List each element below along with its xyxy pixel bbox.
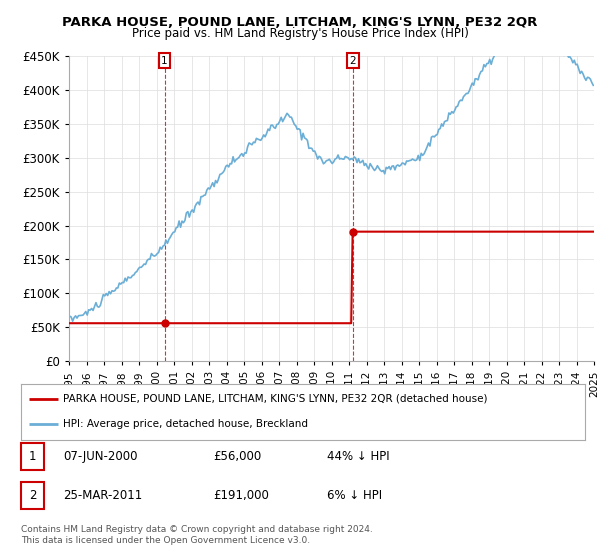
Text: 1: 1 — [29, 450, 36, 463]
Text: £191,000: £191,000 — [213, 489, 269, 502]
Text: Contains HM Land Registry data © Crown copyright and database right 2024.
This d: Contains HM Land Registry data © Crown c… — [21, 525, 373, 545]
Text: 44% ↓ HPI: 44% ↓ HPI — [327, 450, 389, 463]
Text: £56,000: £56,000 — [213, 450, 261, 463]
Text: HPI: Average price, detached house, Breckland: HPI: Average price, detached house, Brec… — [64, 419, 308, 430]
Text: 6% ↓ HPI: 6% ↓ HPI — [327, 489, 382, 502]
Text: Price paid vs. HM Land Registry's House Price Index (HPI): Price paid vs. HM Land Registry's House … — [131, 27, 469, 40]
Text: 1: 1 — [161, 56, 168, 66]
Text: 25-MAR-2011: 25-MAR-2011 — [63, 489, 142, 502]
Text: PARKA HOUSE, POUND LANE, LITCHAM, KING'S LYNN, PE32 2QR (detached house): PARKA HOUSE, POUND LANE, LITCHAM, KING'S… — [64, 394, 488, 404]
Text: 2: 2 — [29, 489, 36, 502]
Text: 07-JUN-2000: 07-JUN-2000 — [63, 450, 137, 463]
Text: 2: 2 — [349, 56, 356, 66]
Text: PARKA HOUSE, POUND LANE, LITCHAM, KING'S LYNN, PE32 2QR: PARKA HOUSE, POUND LANE, LITCHAM, KING'S… — [62, 16, 538, 29]
